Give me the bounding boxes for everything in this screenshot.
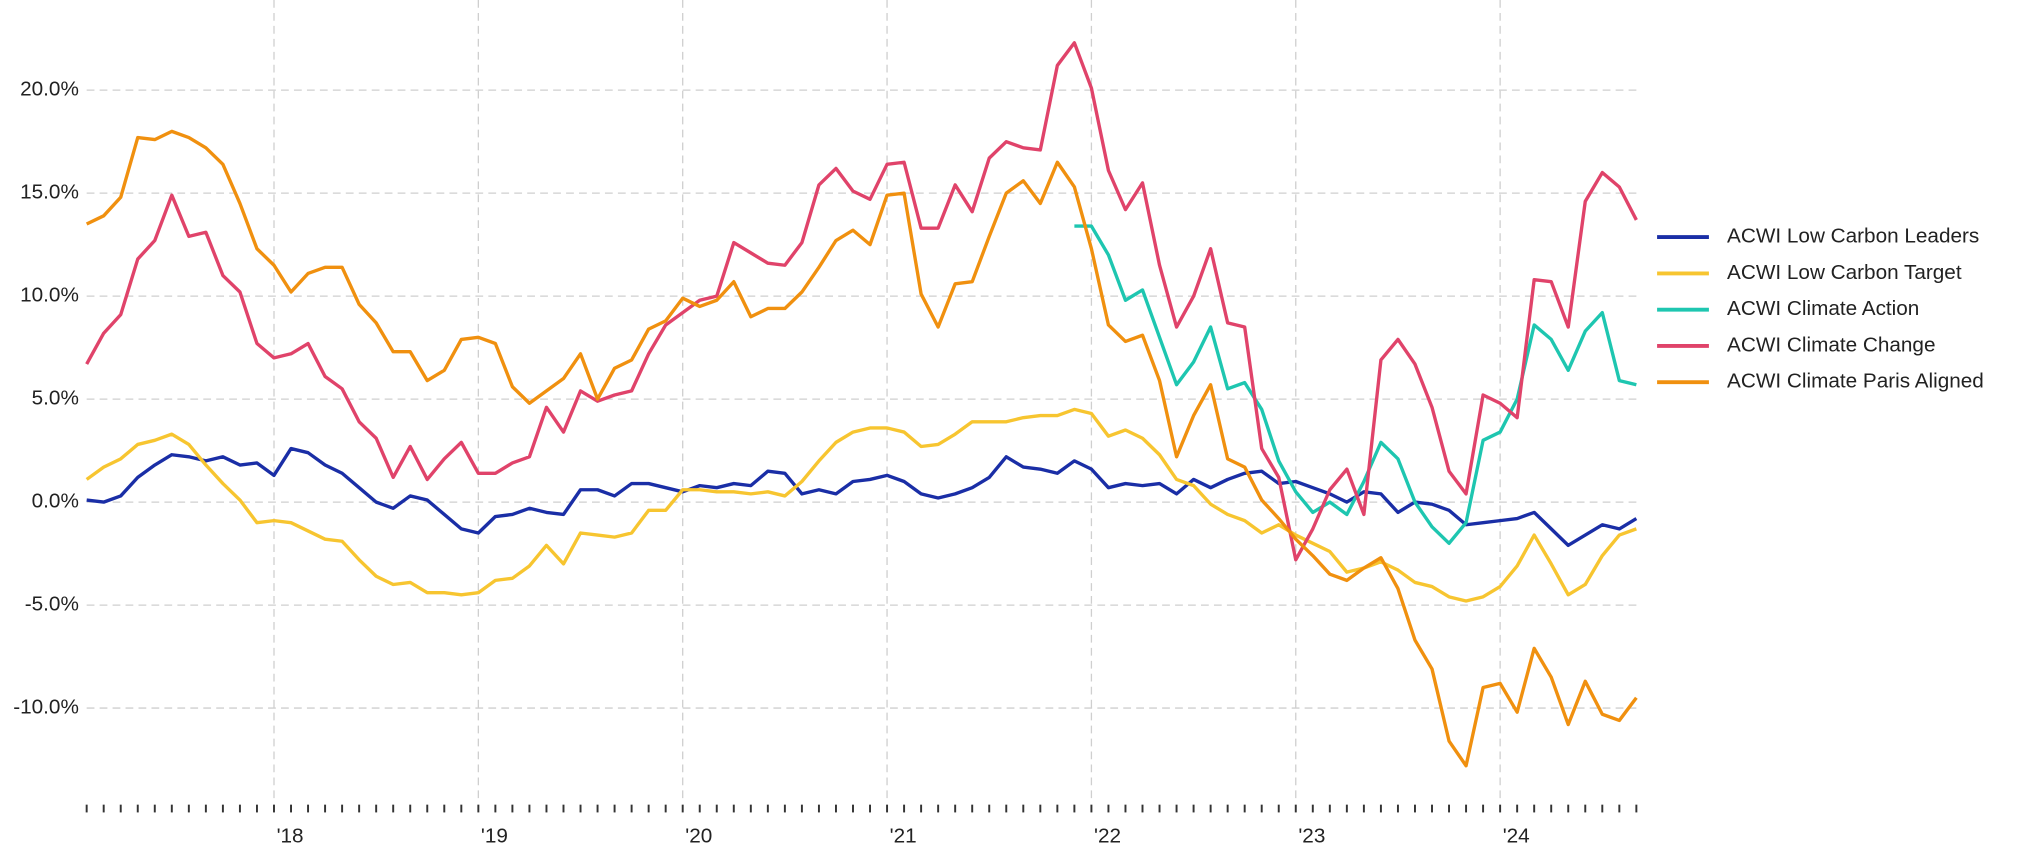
y-tick-label: 15.0% bbox=[20, 181, 79, 204]
series-line bbox=[86, 446, 1638, 548]
y-tick-label: 5.0% bbox=[32, 387, 79, 410]
series-line bbox=[85, 129, 1638, 768]
y-tick-label: -5.0% bbox=[25, 593, 79, 616]
y-tick-label: 20.0% bbox=[20, 78, 79, 101]
x-tick-label: '24 bbox=[1503, 825, 1530, 848]
series-line bbox=[85, 41, 1638, 562]
series-line bbox=[1074, 224, 1637, 545]
x-tick-label: '21 bbox=[890, 825, 917, 848]
x-tick-label: '20 bbox=[685, 825, 712, 848]
y-tick-label: 0.0% bbox=[32, 490, 79, 513]
legend-label: ACWI Climate Paris Aligned bbox=[1727, 370, 1984, 393]
x-tick-label: '23 bbox=[1298, 825, 1325, 848]
y-tick-label: -10.0% bbox=[13, 696, 79, 719]
y-tick-label: 10.0% bbox=[20, 284, 79, 307]
legend-label: ACWI Low Carbon Target bbox=[1727, 261, 1962, 284]
legend-label: ACWI Low Carbon Leaders bbox=[1727, 225, 1979, 248]
x-tick-label: '19 bbox=[481, 825, 508, 848]
series-line bbox=[85, 407, 1637, 603]
x-tick-label: '22 bbox=[1094, 825, 1121, 848]
x-tick-label: '18 bbox=[277, 825, 304, 848]
legend-label: ACWI Climate Change bbox=[1727, 333, 1935, 356]
legend-label: ACWI Climate Action bbox=[1727, 297, 1919, 320]
